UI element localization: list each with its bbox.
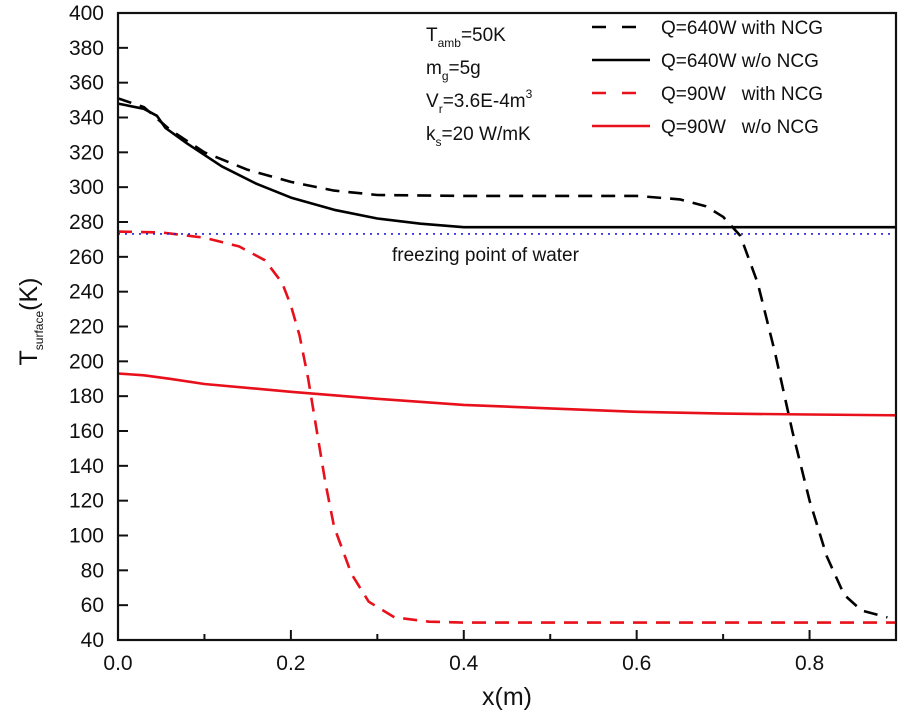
y-tick-label: 60 <box>81 594 104 617</box>
freezing-point-label: freezing point of water <box>392 245 580 266</box>
y-axis-title-main: T <box>15 350 43 365</box>
y-tick-label: 300 <box>69 176 104 199</box>
y-tick-label: 320 <box>69 141 104 164</box>
legend: Q=640W with NCG Q=640W w/o NCG Q=90W with … <box>592 18 823 138</box>
y-tick-label: 380 <box>69 37 104 60</box>
parameter-annotations: Tamb=50K mg=5g Vr=3.6E-4m3 ks=20 W/mK <box>426 25 533 149</box>
parameter-annotation: ks=20 W/mK <box>426 124 531 149</box>
y-tick-label: 340 <box>69 107 104 130</box>
legend-label: Q=640W w/o NCG <box>661 51 819 72</box>
y-tick-label: 160 <box>69 420 104 443</box>
y-tick-label: 40 <box>81 629 104 652</box>
legend-label: Q=640W with NCG <box>661 18 823 39</box>
parameter-annotation: Vr=3.6E-4m3 <box>426 87 533 116</box>
y-tick-label: 100 <box>69 525 104 548</box>
y-tick-label: 140 <box>69 455 104 478</box>
legend-label: Q=90W w/o NCG <box>661 117 819 138</box>
curves-layer <box>117 97 897 624</box>
x-tick-label: 0.8 <box>795 652 824 675</box>
y-tick-label: 80 <box>81 559 104 582</box>
y-axis-title-unit: (K) <box>15 278 43 311</box>
series-line-3 <box>117 230 896 624</box>
x-tick-label: 0.2 <box>276 652 305 675</box>
x-tick-label: 0.0 <box>103 652 132 675</box>
series-line-1 <box>117 97 888 619</box>
y-tick-label: 120 <box>69 490 104 513</box>
y-tick-label: 200 <box>69 350 104 373</box>
tick-labels-layer: 0.0 0.2 0.4 0.6 0.8 40 60 80 100 120 140 160 180 200 2… <box>69 2 824 675</box>
x-tick-label: 0.6 <box>622 652 651 675</box>
legend-label: Q=90W with NCG <box>661 84 823 105</box>
x-axis-title: x(m) <box>482 683 532 711</box>
y-axis-title: Tsurface(K) <box>15 278 46 366</box>
y-tick-label: 240 <box>69 281 104 304</box>
reference-line-layer: freezing point of water <box>118 233 896 266</box>
x-tick-label: 0.4 <box>449 652 479 675</box>
series-line-4 <box>117 372 897 417</box>
y-tick-label: 400 <box>69 2 104 25</box>
y-tick-label: 360 <box>69 72 104 95</box>
y-tick-label: 180 <box>69 385 104 408</box>
y-tick-label: 220 <box>69 316 104 339</box>
series-line-2 <box>117 102 896 229</box>
y-tick-label: 280 <box>69 211 104 234</box>
y-tick-label: 260 <box>69 246 104 269</box>
parameter-annotation: Tamb=50K <box>426 25 506 50</box>
ticks-layer <box>117 46 811 640</box>
y-axis-title-subscript: surface <box>32 311 46 351</box>
parameter-annotation: mg=5g <box>426 58 481 83</box>
